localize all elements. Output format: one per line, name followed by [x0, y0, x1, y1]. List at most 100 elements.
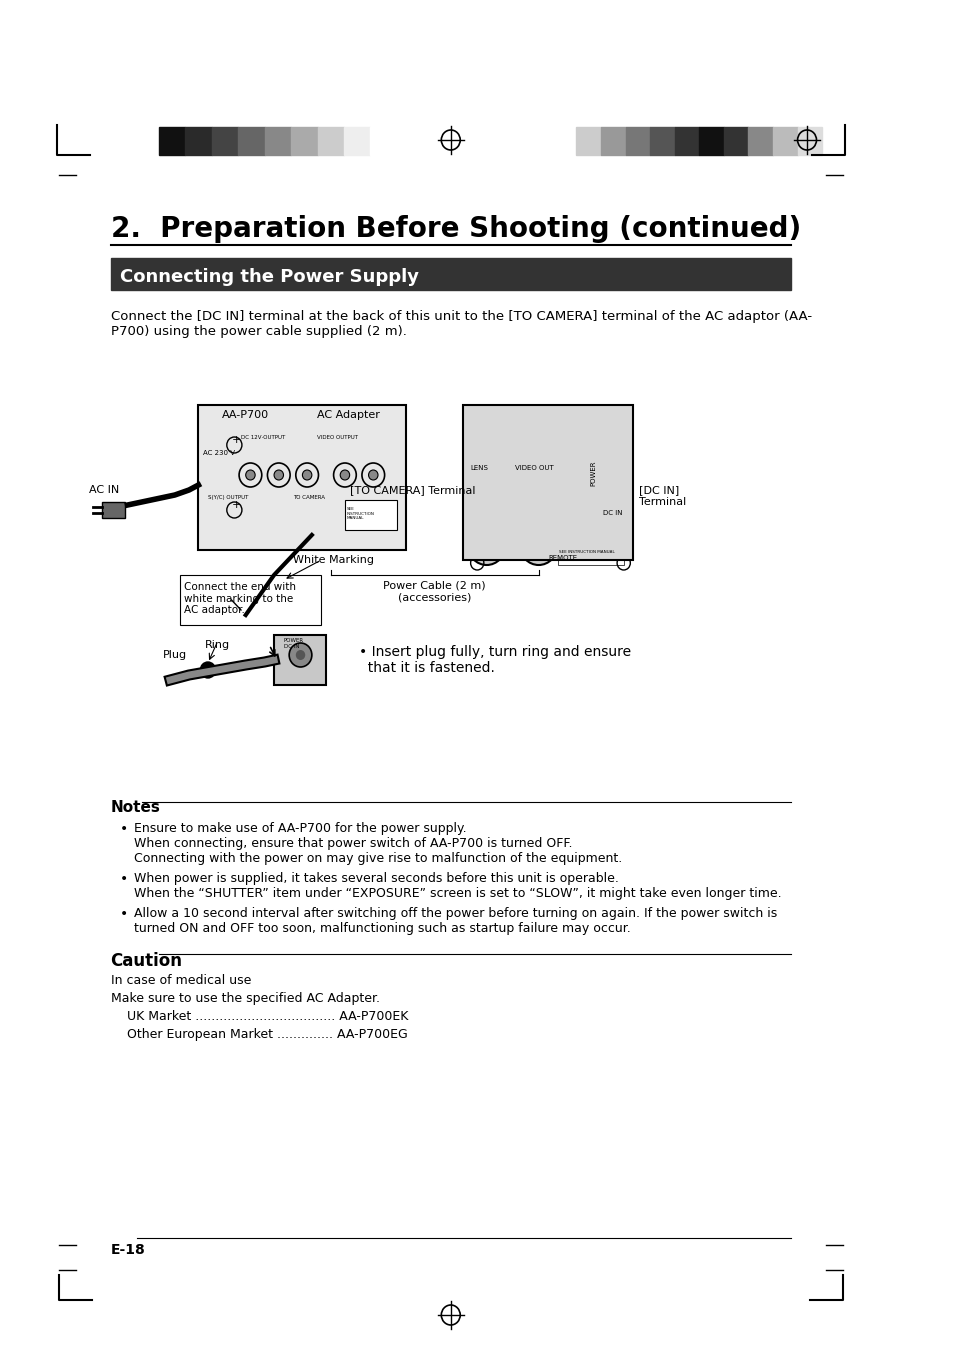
Bar — [158, 127, 185, 155]
Circle shape — [543, 532, 546, 535]
Bar — [179, 576, 321, 626]
Text: S(Y/C) OUTPUT: S(Y/C) OUTPUT — [208, 494, 248, 500]
Text: +: + — [232, 435, 241, 444]
Circle shape — [524, 499, 527, 501]
Text: Make sure to use the specified AC Adapter.: Make sure to use the specified AC Adapte… — [111, 992, 379, 1005]
Text: When the “SHUTTER” item under “EXPOSURE” screen is set to “SLOW”, it might take : When the “SHUTTER” item under “EXPOSURE”… — [134, 888, 781, 900]
Text: REMOTE: REMOTE — [548, 555, 577, 561]
Text: SEE INSTRUCTION MANUAL: SEE INSTRUCTION MANUAL — [558, 550, 615, 554]
Text: DC IN: DC IN — [602, 509, 621, 516]
Bar — [198, 405, 406, 550]
Circle shape — [302, 470, 312, 480]
Circle shape — [478, 532, 481, 535]
Text: [DC IN]
Terminal: [DC IN] Terminal — [639, 485, 685, 507]
Text: Ensure to make use of AA-P700 for the power supply.: Ensure to make use of AA-P700 for the po… — [134, 821, 466, 835]
Text: E-18: E-18 — [111, 1243, 145, 1256]
Bar — [462, 405, 633, 561]
Bar — [102, 503, 125, 517]
Circle shape — [467, 526, 505, 565]
Bar — [344, 127, 370, 155]
Text: UK Market ................................... AA-P700EK: UK Market ..............................… — [111, 1011, 408, 1023]
Text: White Marking: White Marking — [293, 555, 374, 565]
Circle shape — [289, 643, 312, 667]
Text: AC 230 V: AC 230 V — [203, 450, 235, 457]
Circle shape — [543, 555, 546, 558]
Bar — [514, 436, 521, 444]
Bar — [576, 127, 600, 155]
Text: LENS: LENS — [470, 465, 488, 471]
Text: Connecting with the power on may give rise to malfunction of the equipment.: Connecting with the power on may give ri… — [134, 852, 621, 865]
Circle shape — [543, 509, 546, 513]
Text: In case of medical use: In case of medical use — [111, 974, 251, 988]
Circle shape — [200, 662, 215, 678]
Bar — [264, 127, 291, 155]
Bar — [723, 127, 748, 155]
Bar — [797, 127, 821, 155]
Circle shape — [531, 532, 534, 535]
Text: AC IN: AC IN — [89, 485, 119, 494]
Circle shape — [478, 488, 481, 490]
Bar — [491, 436, 498, 444]
Text: SEE
INSTRUCTION
MANUAL: SEE INSTRUCTION MANUAL — [347, 507, 375, 520]
Text: Notes: Notes — [111, 800, 160, 815]
Bar — [600, 127, 625, 155]
Bar — [576, 426, 614, 450]
Text: (accessories): (accessories) — [397, 593, 471, 603]
Bar — [370, 127, 396, 155]
Circle shape — [491, 532, 494, 535]
Text: Allow a 10 second interval after switching off the power before turning on again: Allow a 10 second interval after switchi… — [134, 907, 777, 920]
Text: Ring: Ring — [205, 640, 230, 650]
Text: When power is supplied, it takes several seconds before this unit is operable.: When power is supplied, it takes several… — [134, 871, 618, 885]
Circle shape — [246, 470, 254, 480]
Text: Caution: Caution — [111, 952, 182, 970]
Text: Connecting the Power Supply: Connecting the Power Supply — [120, 267, 418, 286]
Text: •: • — [120, 871, 128, 886]
Text: •: • — [120, 907, 128, 921]
Circle shape — [491, 509, 494, 513]
Text: Connect the end with
white marking to the
AC adaptor.: Connect the end with white marking to th… — [184, 582, 296, 615]
Text: Other European Market .............. AA-P700EG: Other European Market .............. AA-… — [111, 1028, 407, 1042]
Text: •: • — [120, 821, 128, 836]
Bar — [537, 436, 544, 444]
Circle shape — [473, 499, 476, 501]
Bar — [772, 127, 797, 155]
Bar — [185, 127, 212, 155]
Text: DC 12V·OUTPUT: DC 12V·OUTPUT — [241, 435, 285, 440]
Bar — [557, 550, 623, 565]
Bar — [291, 127, 317, 155]
Circle shape — [295, 650, 305, 661]
Bar — [674, 127, 699, 155]
Text: [TO CAMERA] Terminal: [TO CAMERA] Terminal — [350, 485, 475, 494]
Circle shape — [595, 520, 623, 550]
Text: Plug: Plug — [163, 650, 187, 661]
Circle shape — [543, 488, 546, 490]
Circle shape — [491, 555, 494, 558]
Circle shape — [478, 509, 481, 513]
Bar — [748, 127, 772, 155]
Text: VIDEO OUTPUT: VIDEO OUTPUT — [316, 435, 357, 440]
Text: +: + — [232, 500, 241, 509]
Circle shape — [531, 488, 534, 490]
Circle shape — [497, 499, 500, 501]
Circle shape — [531, 555, 534, 558]
Circle shape — [467, 480, 505, 520]
Text: Connect the [DC IN] terminal at the back of this unit to the [TO CAMERA] termina: Connect the [DC IN] terminal at the back… — [111, 309, 811, 338]
Text: AC Adapter: AC Adapter — [316, 409, 379, 420]
Bar — [238, 127, 264, 155]
Circle shape — [491, 488, 494, 490]
Bar — [548, 436, 555, 444]
Text: Power Cable (2 m): Power Cable (2 m) — [383, 580, 485, 590]
Text: AA-P700: AA-P700 — [222, 409, 269, 420]
Circle shape — [531, 509, 534, 513]
Circle shape — [368, 470, 377, 480]
Text: TO CAMERA: TO CAMERA — [293, 494, 325, 500]
Circle shape — [519, 480, 557, 520]
Bar — [317, 127, 344, 155]
Bar — [111, 258, 790, 290]
Circle shape — [549, 543, 552, 547]
Bar — [650, 127, 674, 155]
Circle shape — [473, 543, 476, 547]
Circle shape — [478, 555, 481, 558]
Bar — [274, 635, 326, 685]
Circle shape — [340, 470, 350, 480]
